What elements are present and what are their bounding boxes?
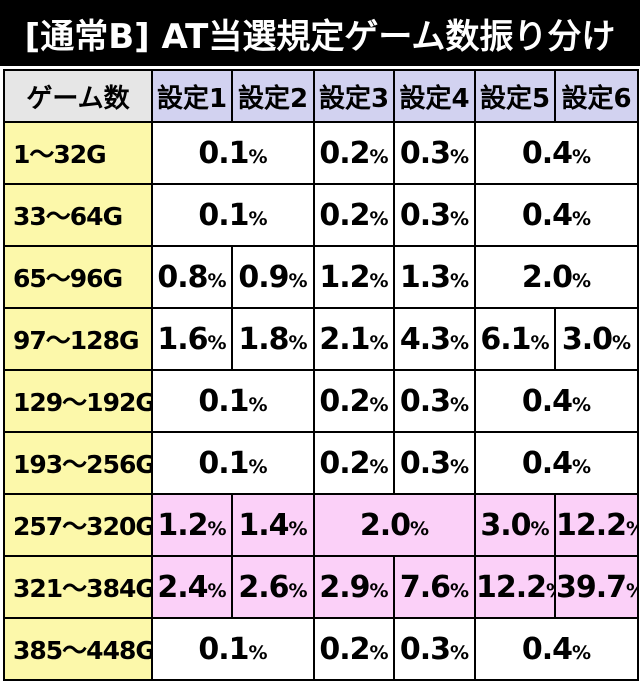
page-title: [通常B] AT当選規定ゲーム数振り分け (0, 0, 640, 66)
value-cell: 7.6% (393, 555, 476, 619)
table-row: 321〜384G 2.4% 2.6% 2.9% 7.6% 12.2% 39.7% (3, 555, 639, 619)
value-cell: 0.9% (231, 245, 315, 309)
value-cell: 0.1% (151, 121, 315, 185)
value-cell: 0.3% (393, 431, 476, 495)
row-label: 321〜384G (3, 555, 153, 619)
value-cell: 2.1% (313, 307, 395, 371)
row-label: 97〜128G (3, 307, 153, 371)
row-label: 1〜32G (3, 121, 153, 185)
value-cell: 0.2% (313, 431, 395, 495)
value-cell: 1.2% (313, 245, 395, 309)
value-cell: 2.6% (231, 555, 315, 619)
table-row: 1〜32G 0.1% 0.2% 0.3% 0.4% (3, 121, 639, 185)
value-cell: 2.4% (151, 555, 233, 619)
column-header-setting-6: 設定6 (554, 69, 639, 123)
value-cell: 12.2% (474, 555, 556, 619)
row-label: 33〜64G (3, 183, 153, 247)
table-row: 257〜320G 1.2% 1.4% 2.0% 3.0% 12.2% (3, 493, 639, 557)
column-header-setting-4: 設定4 (393, 69, 476, 123)
row-label: 65〜96G (3, 245, 153, 309)
column-header-setting-2: 設定2 (231, 69, 315, 123)
row-label: 193〜256G (3, 431, 153, 495)
table-header-row: ゲーム数 設定1 設定2 設定3 設定4 設定5 設定6 (3, 69, 639, 123)
value-cell: 1.3% (393, 245, 476, 309)
value-cell: 0.1% (151, 617, 315, 681)
value-cell: 0.4% (474, 121, 639, 185)
value-cell: 39.7% (554, 555, 639, 619)
value-cell: 0.8% (151, 245, 233, 309)
value-cell: 2.0% (474, 245, 639, 309)
value-cell: 12.2% (554, 493, 639, 557)
value-cell: 6.1% (474, 307, 556, 371)
table-row: 33〜64G 0.1% 0.2% 0.3% 0.4% (3, 183, 639, 247)
value-cell: 0.2% (313, 369, 395, 433)
value-cell: 0.1% (151, 431, 315, 495)
column-header-game-count: ゲーム数 (3, 69, 153, 123)
table-row: 65〜96G 0.8% 0.9% 1.2% 1.3% 2.0% (3, 245, 639, 309)
value-cell: 1.2% (151, 493, 233, 557)
table-row: 385〜448G 0.1% 0.2% 0.3% 0.4% (3, 617, 639, 681)
table-row: 129〜192G 0.1% 0.2% 0.3% 0.4% (3, 369, 639, 433)
row-label: 257〜320G (3, 493, 153, 557)
value-cell: 0.2% (313, 617, 395, 681)
row-label: 129〜192G (3, 369, 153, 433)
value-cell: 3.0% (474, 493, 556, 557)
value-cell: 0.4% (474, 183, 639, 247)
value-cell: 0.2% (313, 183, 395, 247)
value-cell: 0.4% (474, 431, 639, 495)
value-cell: 0.1% (151, 183, 315, 247)
value-cell: 0.4% (474, 617, 639, 681)
value-cell: 1.6% (151, 307, 233, 371)
value-cell: 0.4% (474, 369, 639, 433)
column-header-setting-3: 設定3 (313, 69, 395, 123)
value-cell: 1.8% (231, 307, 315, 371)
game-count-table: ゲーム数 設定1 設定2 設定3 設定4 設定5 設定6 1〜32G 0.1% … (3, 69, 639, 681)
value-cell: 0.1% (151, 369, 315, 433)
column-header-setting-5: 設定5 (474, 69, 556, 123)
value-cell: 1.4% (231, 493, 315, 557)
value-cell: 4.3% (393, 307, 476, 371)
value-cell: 2.0% (313, 493, 476, 557)
column-header-setting-1: 設定1 (151, 69, 233, 123)
value-cell: 0.3% (393, 617, 476, 681)
table-row: 193〜256G 0.1% 0.2% 0.3% 0.4% (3, 431, 639, 495)
value-cell: 0.3% (393, 369, 476, 433)
value-cell: 0.3% (393, 183, 476, 247)
table-row: 97〜128G 1.6% 1.8% 2.1% 4.3% 6.1% 3.0% (3, 307, 639, 371)
value-cell: 2.9% (313, 555, 395, 619)
row-label: 385〜448G (3, 617, 153, 681)
value-cell: 0.2% (313, 121, 395, 185)
value-cell: 0.3% (393, 121, 476, 185)
value-cell: 3.0% (554, 307, 639, 371)
